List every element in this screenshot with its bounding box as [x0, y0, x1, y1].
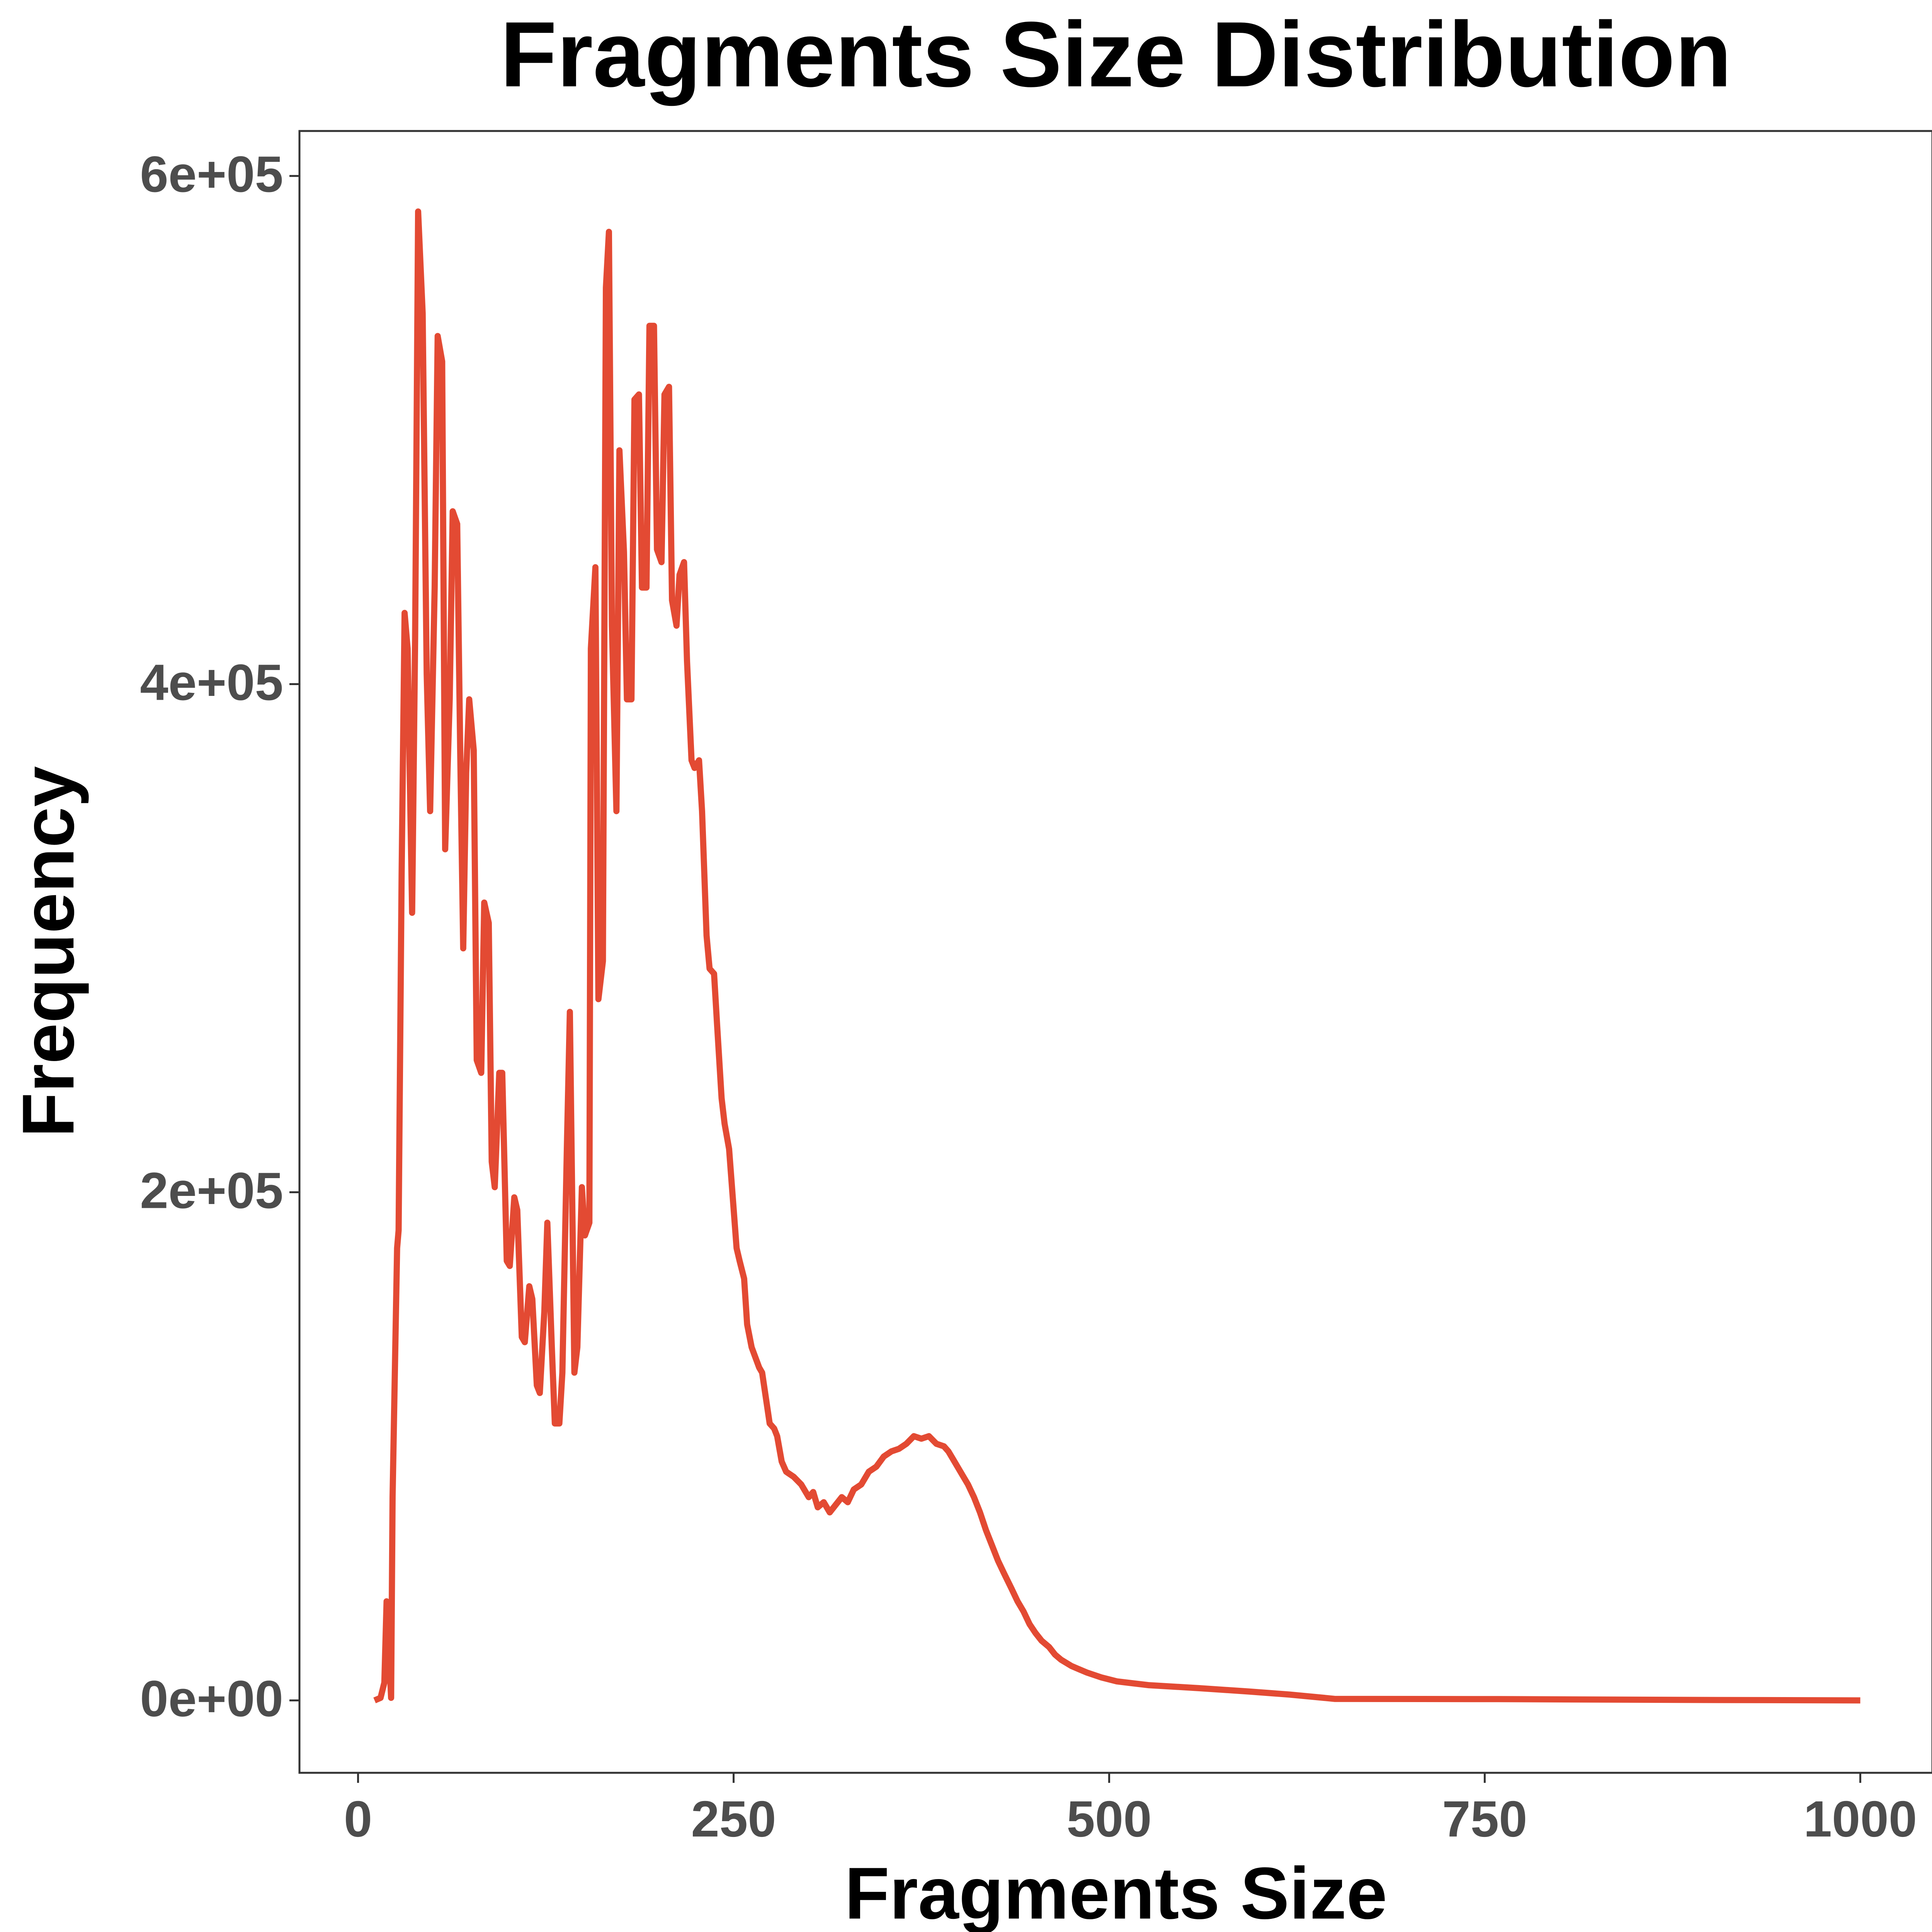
- data-line: [373, 208, 1861, 1704]
- y-tick-label: 0e+00: [140, 1670, 283, 1727]
- x-tick-label: 750: [1442, 1791, 1527, 1847]
- y-tick-label: 4e+05: [140, 654, 283, 711]
- x-axis-label: Fragments Size: [845, 1852, 1387, 1932]
- y-tick-label: 2e+05: [140, 1162, 283, 1219]
- y-tick-label: 6e+05: [140, 146, 283, 202]
- x-tick-label: 500: [1066, 1791, 1151, 1847]
- x-tick-label: 250: [691, 1791, 776, 1847]
- chart-title: Fragments Size Distribution: [500, 2, 1731, 106]
- y-axis-label: Frequency: [7, 766, 89, 1138]
- panel-border: [298, 130, 1932, 1774]
- x-tick-label: 0: [344, 1791, 372, 1847]
- x-tick-label: 1000: [1804, 1791, 1917, 1847]
